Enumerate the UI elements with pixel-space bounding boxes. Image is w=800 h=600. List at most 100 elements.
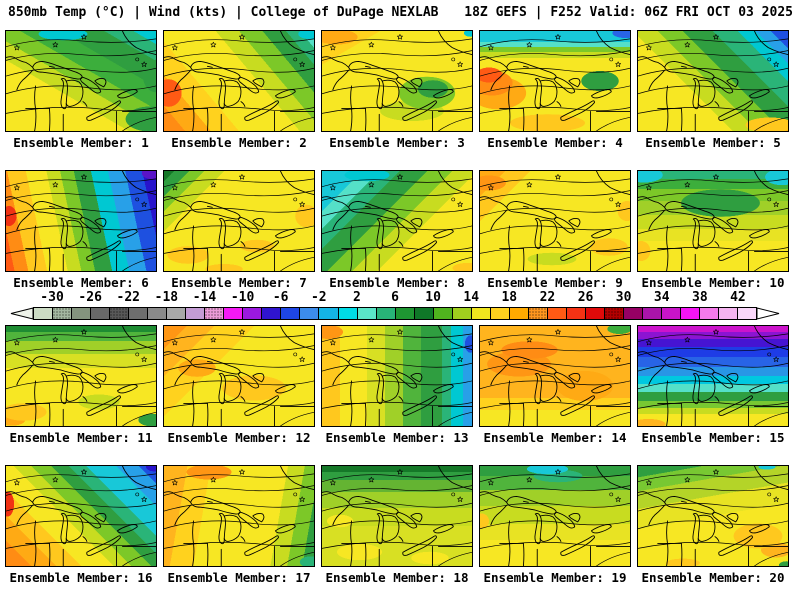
ensemble-member-label-14: Ensemble Member: 14 [483,430,627,445]
ensemble-panel-20: Ensemble Member: 20 [637,465,789,585]
map-geography [6,326,156,426]
colorbar-segment-14 [471,308,491,319]
map-geography [480,326,630,426]
colorbar-segment-20 [528,308,548,319]
colorbar-tick-30: 30 [615,290,632,305]
ensemble-panel-1: Ensemble Member: 1 [5,30,157,150]
colorbar-tick--2: -2 [310,290,327,305]
map-geography [164,326,314,426]
colorbar-tick--10: -10 [230,290,255,305]
map-geography [164,31,314,131]
ensemble-panel-3: Ensemble Member: 3 [321,30,473,150]
ensemble-map-10 [637,170,789,272]
ensemble-member-label-1: Ensemble Member: 1 [13,135,149,150]
ensemble-member-label-7: Ensemble Member: 7 [171,275,307,290]
ensemble-member-label-13: Ensemble Member: 13 [325,430,469,445]
colorbar-segment-0 [338,308,358,319]
ensemble-map-3 [321,30,473,132]
colorbar-tick-34: 34 [653,290,670,305]
map-geography [638,31,788,131]
ensemble-map-17 [163,465,315,567]
colorbar-tick-22: 22 [539,290,556,305]
map-geography [480,466,630,566]
colorbar-tick--30: -30 [40,290,64,305]
colorbar-segment-24 [566,308,586,319]
colorbar-tick-10: 10 [425,290,441,305]
colorbar-segment-22 [547,308,567,319]
ensemble-map-16 [5,465,157,567]
map-geography [322,171,472,271]
ensemble-map-11 [5,325,157,427]
ensemble-panel-9: Ensemble Member: 9 [479,170,631,290]
colorbar-segment-38 [700,308,720,319]
colorbar-tick-38: 38 [692,290,708,305]
ensemble-map-13 [321,325,473,427]
colorbar-segment--16 [186,308,206,319]
ensemble-member-label-8: Ensemble Member: 8 [329,275,465,290]
ensemble-member-label-9: Ensemble Member: 9 [487,275,623,290]
colorbar-segment-32 [643,308,663,319]
map-geography [638,326,788,426]
ensemble-member-label-6: Ensemble Member: 6 [13,275,149,290]
colorbar-tick--14: -14 [192,290,217,305]
colorbar-tick-6: 6 [391,290,399,305]
colorbar-left-arrow-icon [10,307,34,320]
colorbar-tick-2: 2 [352,290,361,305]
ensemble-map-12 [163,325,315,427]
colorbar-tick--18: -18 [154,290,179,305]
map-geography [322,326,472,426]
ensemble-map-19 [479,465,631,567]
map-geography [480,171,630,271]
colorbar-tick-42: 42 [730,290,746,305]
colorbar-segment--32 [34,308,54,319]
colorbar-segment-26 [585,308,605,319]
colorbar-segment-2 [357,308,377,319]
ensemble-panel-12: Ensemble Member: 12 [163,325,315,445]
page-title-right: 18Z GEFS | F252 Valid: 06Z FRI OCT 03 20… [464,5,793,20]
ensemble-map-8 [321,170,473,272]
ensemble-member-label-15: Ensemble Member: 15 [641,430,785,445]
colorbar-tick--6: -6 [272,290,289,305]
colorbar-tick-18: 18 [501,290,518,305]
ensemble-member-label-18: Ensemble Member: 18 [325,570,469,585]
ensemble-map-7 [163,170,315,272]
ensemble-map-6 [5,170,157,272]
ensemble-panel-11: Ensemble Member: 11 [5,325,157,445]
colorbar-right-arrow-icon [756,307,780,320]
map-geography [6,171,156,271]
ensemble-member-label-2: Ensemble Member: 2 [171,135,307,150]
ensemble-member-label-20: Ensemble Member: 20 [641,570,785,585]
map-geography [322,31,472,131]
ensemble-panel-14: Ensemble Member: 14 [479,325,631,445]
map-geography [164,171,314,271]
map-geography [6,31,156,131]
map-geography [480,31,630,131]
colorbar-segment--4 [300,308,320,319]
colorbar-segment-12 [452,308,472,319]
ensemble-member-label-17: Ensemble Member: 17 [167,570,311,585]
map-geography [6,466,156,566]
ensemble-map-1 [5,30,157,132]
map-geography [322,466,472,566]
colorbar-tick--22: -22 [116,290,140,305]
map-geography [164,466,314,566]
colorbar-segment--26 [91,308,111,319]
ensemble-panel-13: Ensemble Member: 13 [321,325,473,445]
ensemble-map-2 [163,30,315,132]
ensemble-map-15 [637,325,789,427]
ensemble-map-9 [479,170,631,272]
ensemble-map-4 [479,30,631,132]
colorbar-segment-42 [738,308,757,319]
ensemble-panel-4: Ensemble Member: 4 [479,30,631,150]
colorbar-segment--20 [148,308,168,319]
colorbar-segment--18 [167,308,187,319]
ensemble-panel-2: Ensemble Member: 2 [163,30,315,150]
ensemble-panel-16: Ensemble Member: 16 [5,465,157,585]
map-geography [638,466,788,566]
colorbar-segment-8 [414,308,434,319]
ensemble-panel-6: Ensemble Member: 6 [5,170,157,290]
colorbar-segment--2 [319,308,339,319]
ensemble-member-label-3: Ensemble Member: 3 [329,135,465,150]
colorbar-segment-10 [433,308,453,319]
